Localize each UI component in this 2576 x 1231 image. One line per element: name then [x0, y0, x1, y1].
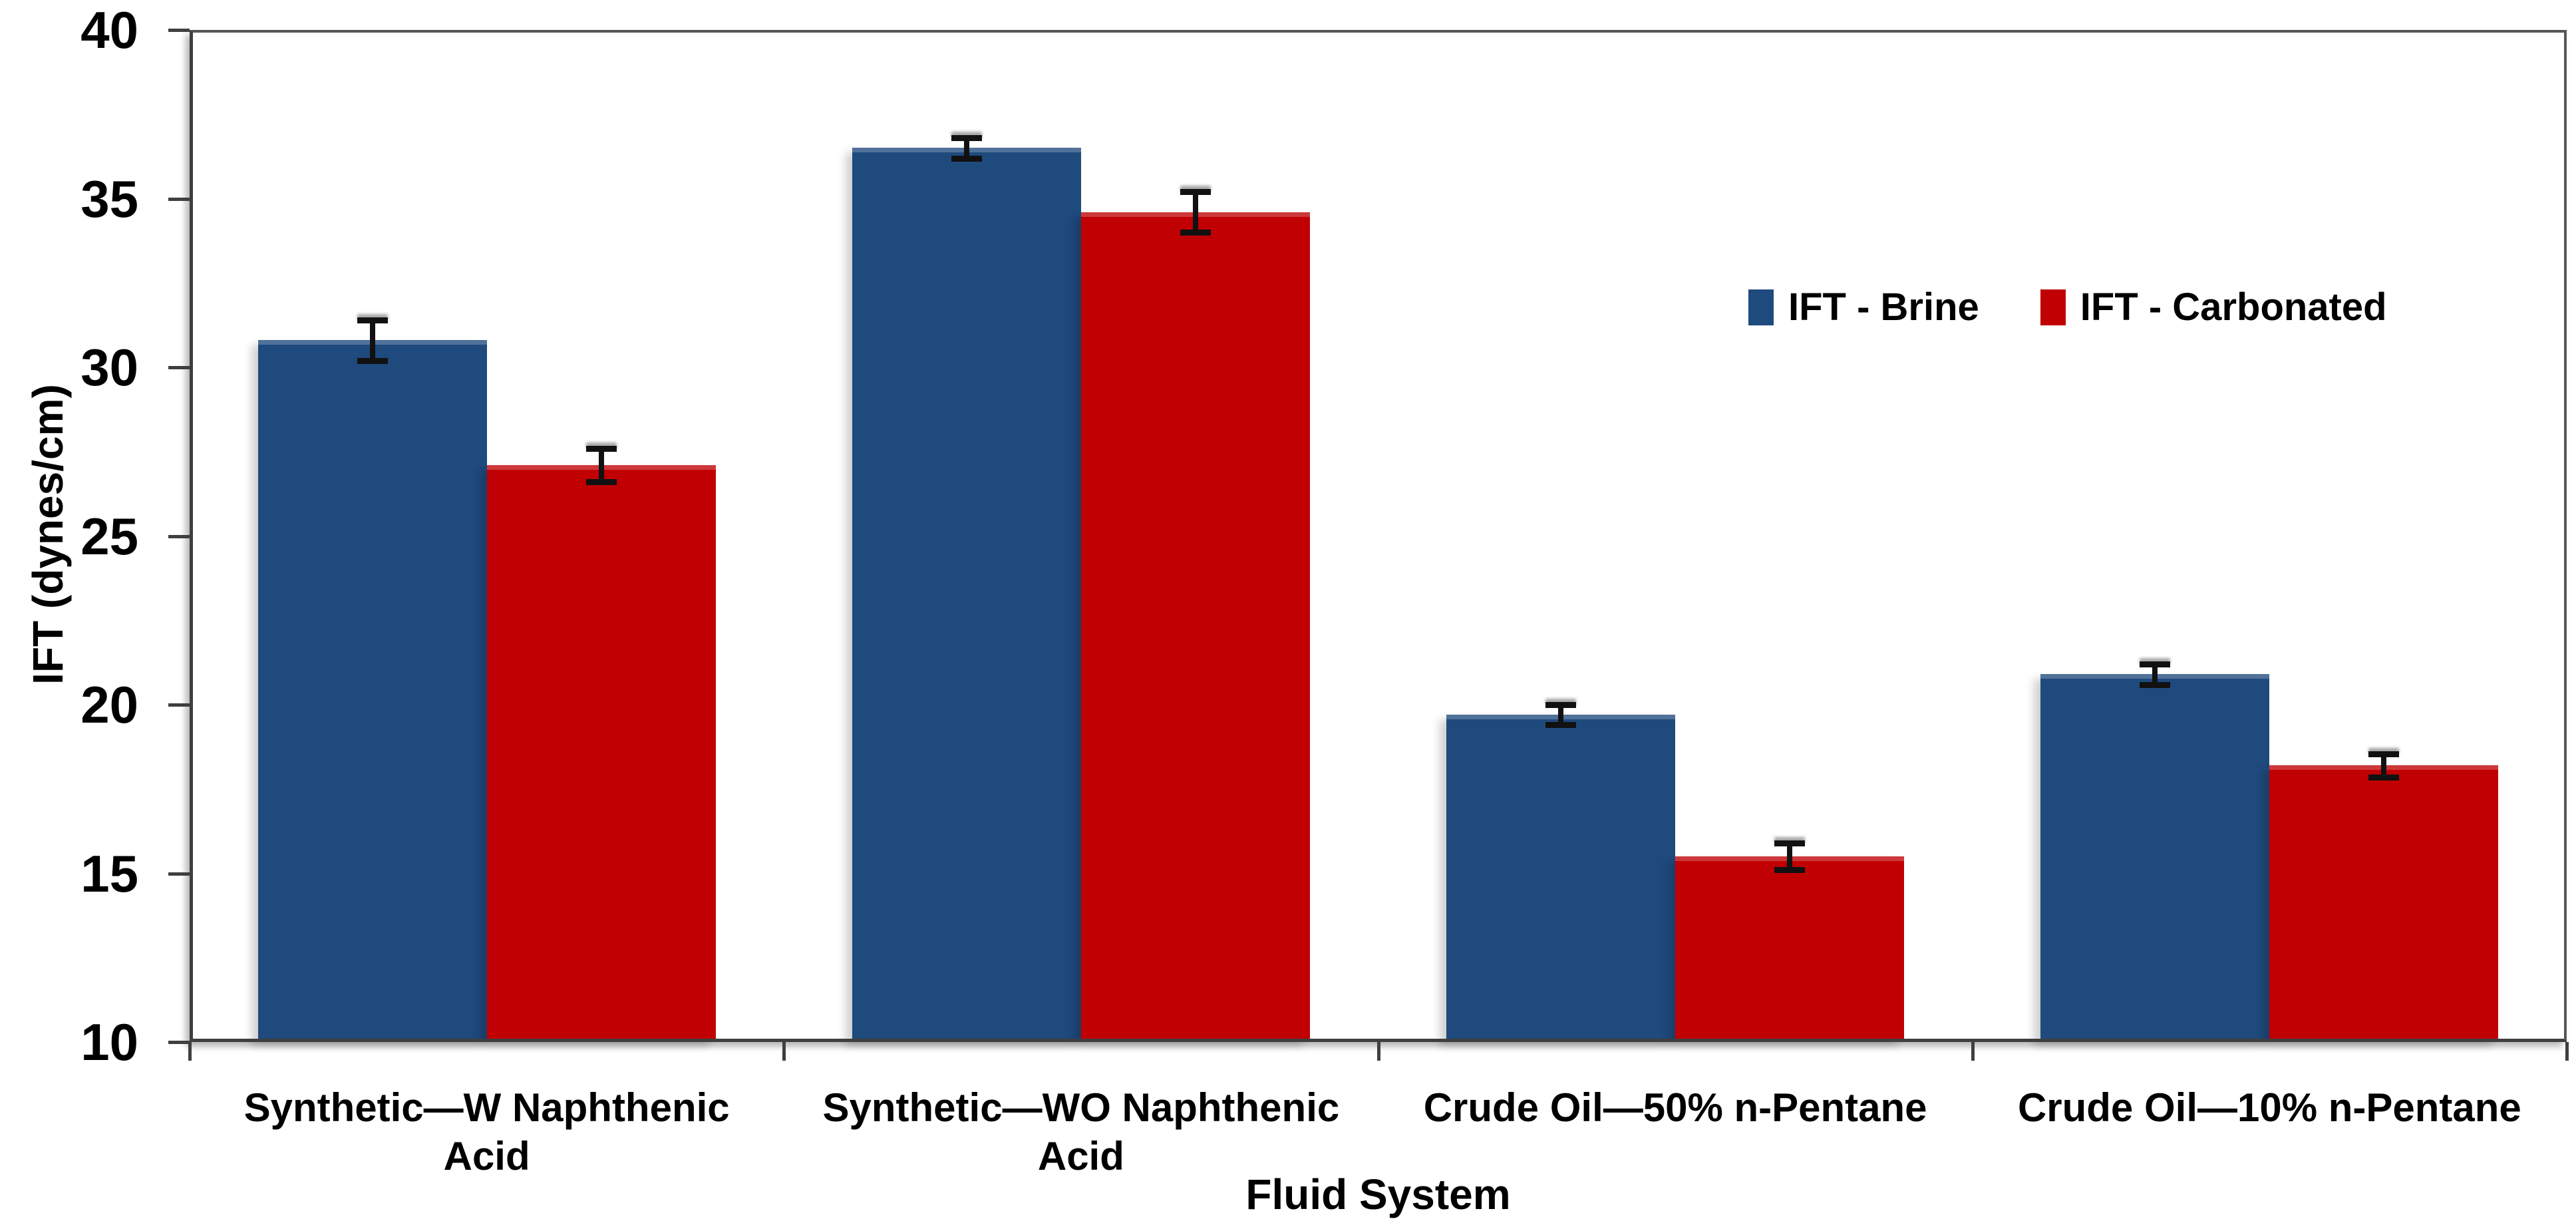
bar-brine-0: [257, 340, 487, 1041]
x-boundary-tick: [1376, 1042, 1380, 1061]
bar-brine-2: [1446, 715, 1676, 1041]
legend: IFT - Brine IFT - Carbonated: [1748, 285, 2387, 329]
error-bar-cap-bottom: [1180, 230, 1211, 236]
error-bar: [2152, 664, 2158, 685]
category-label-line: Crude Oil—50% n-Pentane: [1423, 1085, 1927, 1130]
error-bar: [369, 320, 375, 361]
error-bar-cap-bottom: [1545, 722, 1577, 729]
category-label-line: Crude Oil—10% n-Pentane: [2017, 1085, 2521, 1130]
error-bar-cap-bottom: [2368, 775, 2400, 781]
y-tick-label: 15: [80, 844, 138, 903]
error-bar-cap-top: [1545, 702, 1577, 708]
error-bar-cap-top: [585, 445, 617, 452]
category-label-line: Synthetic—WO Naphthenic: [822, 1085, 1340, 1130]
y-tick-mark: [168, 29, 190, 32]
legend-item-brine: IFT - Brine: [1748, 285, 1979, 329]
error-bar: [963, 138, 969, 158]
category-label-line: Acid: [1037, 1134, 1124, 1179]
y-tick-mark: [168, 872, 190, 876]
bar-carbonated-2: [1675, 856, 1905, 1041]
x-boundary-tick: [782, 1042, 786, 1061]
category-label-2: Crude Oil—50% n-Pentane: [1378, 1083, 1973, 1132]
y-tick-mark: [168, 1041, 190, 1044]
y-tick-mark: [168, 197, 190, 201]
x-axis-title: Fluid System: [1245, 1170, 1511, 1218]
error-bar: [2381, 753, 2387, 777]
category-label-0: Synthetic—W Naphthenic Acid: [190, 1083, 784, 1180]
legend-swatch-brine: [1748, 289, 1774, 325]
category-label-line: Acid: [443, 1134, 530, 1179]
legend-label-brine: IFT - Brine: [1788, 285, 1979, 329]
y-tick-mark: [168, 703, 190, 707]
category-label-3: Crude Oil—10% n-Pentane: [1973, 1083, 2567, 1132]
x-boundary-tick: [188, 1042, 192, 1061]
y-tick-mark: [168, 534, 190, 538]
legend-swatch-carbonated: [2040, 289, 2066, 325]
bar-brine-1: [852, 148, 1081, 1041]
error-bar: [598, 448, 604, 482]
y-tick-label: 25: [80, 506, 138, 566]
y-tick-label: 10: [80, 1013, 138, 1071]
y-tick-label: 40: [80, 1, 138, 59]
y-tick-label: 20: [80, 675, 138, 734]
error-bar: [1192, 192, 1198, 233]
y-tick-mark: [168, 366, 190, 369]
bar-carbonated-0: [486, 465, 716, 1041]
x-boundary-tick: [1971, 1042, 1975, 1061]
error-bar-cap-bottom: [1774, 867, 1806, 874]
error-bar: [1787, 842, 1793, 870]
error-bar-cap-bottom: [585, 479, 617, 486]
error-bar-cap-bottom: [951, 155, 982, 162]
bar-brine-3: [2040, 674, 2270, 1041]
x-boundary-tick: [2565, 1042, 2569, 1061]
error-bar-cap-top: [951, 135, 982, 142]
error-bar-cap-top: [1774, 840, 1806, 846]
error-bar-cap-top: [2368, 751, 2400, 757]
bar-carbonated-1: [1080, 212, 1310, 1041]
error-bar-cap-bottom: [357, 357, 388, 364]
category-label-1: Synthetic—WO Naphthenic Acid: [784, 1083, 1378, 1180]
category-label-line: Synthetic—W Naphthenic: [243, 1085, 730, 1130]
legend-item-carbonated: IFT - Carbonated: [2040, 285, 2387, 329]
error-bar-cap-top: [1180, 189, 1211, 196]
error-bar-cap-top: [2140, 661, 2171, 668]
error-bar: [1558, 705, 1564, 725]
error-bar-cap-bottom: [2140, 681, 2171, 688]
bar-carbonated-3: [2269, 765, 2499, 1041]
y-tick-label: 30: [80, 338, 138, 397]
y-tick-label: 35: [80, 169, 138, 228]
legend-label-carbonated: IFT - Carbonated: [2080, 285, 2387, 329]
error-bar-cap-top: [357, 317, 388, 324]
